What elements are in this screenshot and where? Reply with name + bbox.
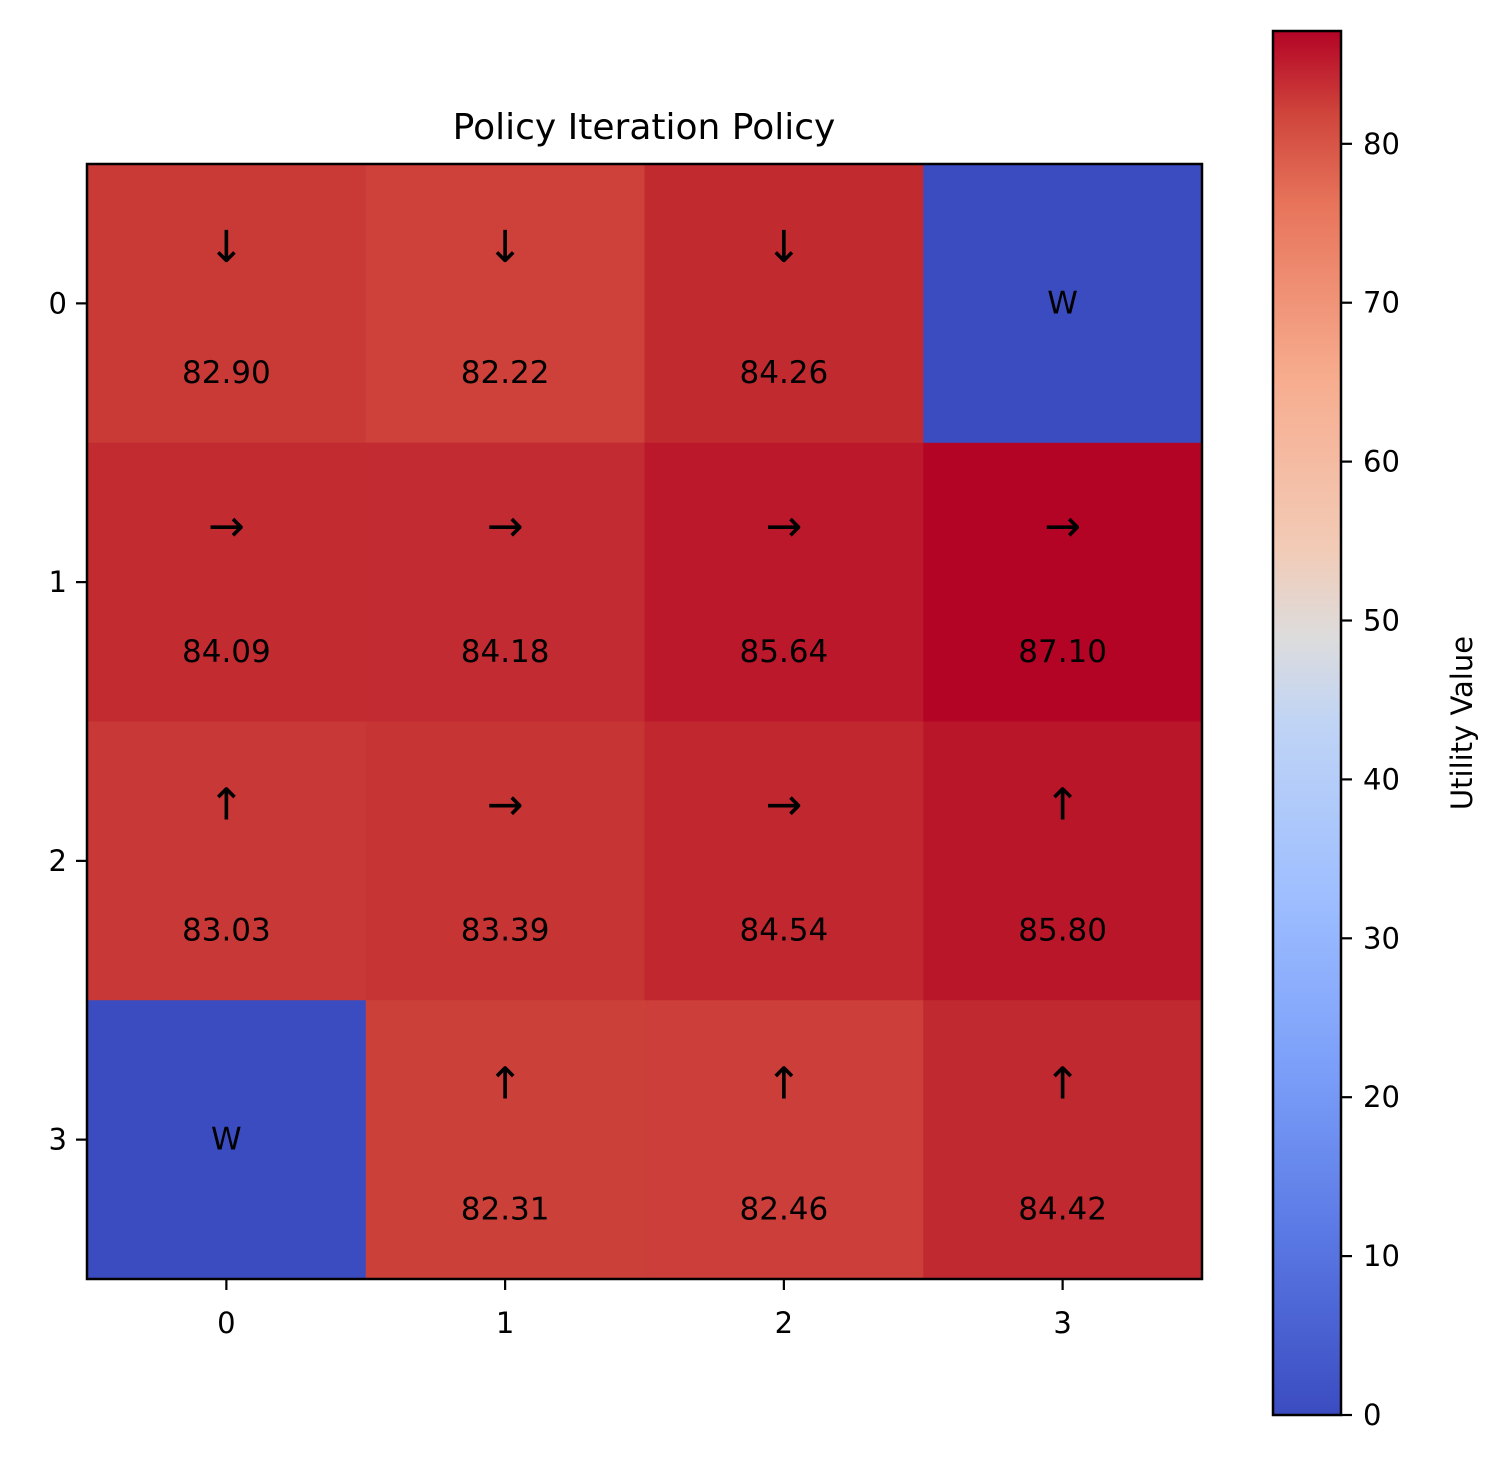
y-tick-label: 0 (49, 286, 67, 320)
value-label: 83.39 (461, 913, 550, 949)
value-label: 84.18 (461, 634, 550, 670)
action-label: ↑ (487, 1058, 524, 1109)
wall-label: W (211, 1122, 242, 1158)
y-tick-label: 3 (49, 1123, 67, 1157)
x-tick-label: 0 (217, 1306, 235, 1340)
action-label: ↑ (208, 780, 245, 831)
x-tick-label: 3 (1053, 1306, 1071, 1340)
colorbar (1271, 29, 1343, 1417)
colorbar-label: Utility Value (1445, 636, 1479, 810)
action-label: ↑ (1044, 780, 1081, 831)
action-label: → (1044, 501, 1081, 552)
value-label: 84.54 (740, 913, 829, 949)
action-label: → (765, 501, 802, 552)
heatmap-cell (644, 164, 924, 444)
heatmap-cell (923, 721, 1203, 1001)
action-label: → (765, 780, 802, 831)
value-label: 84.09 (182, 634, 271, 670)
x-axis: 0 1 2 3 (217, 1279, 1072, 1340)
heatmap-cell (87, 442, 367, 722)
action-label: ↑ (765, 1058, 802, 1109)
value-label: 82.22 (461, 355, 550, 391)
heatmap-cell (365, 442, 645, 722)
action-label: ↑ (1044, 1058, 1081, 1109)
colorbar-tick-label: 50 (1363, 604, 1400, 638)
value-label: 82.31 (461, 1191, 550, 1227)
action-label: ↓ (487, 222, 524, 273)
x-tick-label: 2 (775, 1306, 793, 1340)
colorbar-tick-label: 30 (1363, 921, 1400, 955)
colorbar-tick-label: 60 (1363, 445, 1400, 479)
value-label: 85.64 (740, 634, 829, 670)
action-label: → (487, 780, 524, 831)
y-tick-label: 1 (49, 565, 67, 599)
heatmap-cell (87, 1000, 367, 1280)
chart-title: Policy Iteration Policy (453, 107, 836, 148)
heatmap-cell (923, 164, 1203, 444)
heatmap-cell (644, 721, 924, 1001)
y-axis: 0 1 2 3 (49, 286, 87, 1157)
heatmap-cell (923, 442, 1203, 722)
action-label: → (208, 501, 245, 552)
heatmap-cell (923, 1000, 1203, 1280)
value-label: 82.46 (740, 1191, 829, 1227)
value-label: 82.90 (182, 355, 271, 391)
x-tick-label: 1 (496, 1306, 514, 1340)
heatmap-cell (644, 442, 924, 722)
action-label: → (487, 501, 524, 552)
value-label: 83.03 (182, 913, 271, 949)
y-tick-label: 2 (49, 844, 67, 878)
heatmap-cell (365, 721, 645, 1001)
colorbar-ticks: 0 10 20 30 40 50 60 70 80 (1341, 127, 1400, 1432)
colorbar-tick-label: 70 (1363, 286, 1400, 320)
heatmap-cells: ↓ 82.90 ↓ 82.22 ↓ 84.26 W → 84.09 → 84.18 → 85.64 → 87… (87, 164, 1203, 1280)
heatmap-cell (365, 1000, 645, 1280)
value-label: 84.26 (740, 355, 829, 391)
value-label: 84.42 (1018, 1191, 1107, 1227)
wall-label: W (1047, 285, 1078, 321)
heatmap-cell (87, 721, 367, 1001)
value-label: 87.10 (1018, 634, 1107, 670)
colorbar-tick-label: 20 (1363, 1080, 1400, 1114)
value-label: 85.80 (1018, 913, 1107, 949)
heatmap-cell (365, 164, 645, 444)
action-label: ↓ (765, 222, 802, 273)
colorbar-tick-label: 80 (1363, 127, 1400, 161)
heatmap-cell (87, 164, 367, 444)
action-label: ↓ (208, 222, 245, 273)
colorbar-tick-label: 0 (1363, 1398, 1381, 1432)
plot-frame (85, 162, 1204, 1281)
heatmap-cell (644, 1000, 924, 1280)
colorbar-tick-label: 10 (1363, 1239, 1400, 1273)
colorbar-tick-label: 40 (1363, 762, 1400, 796)
